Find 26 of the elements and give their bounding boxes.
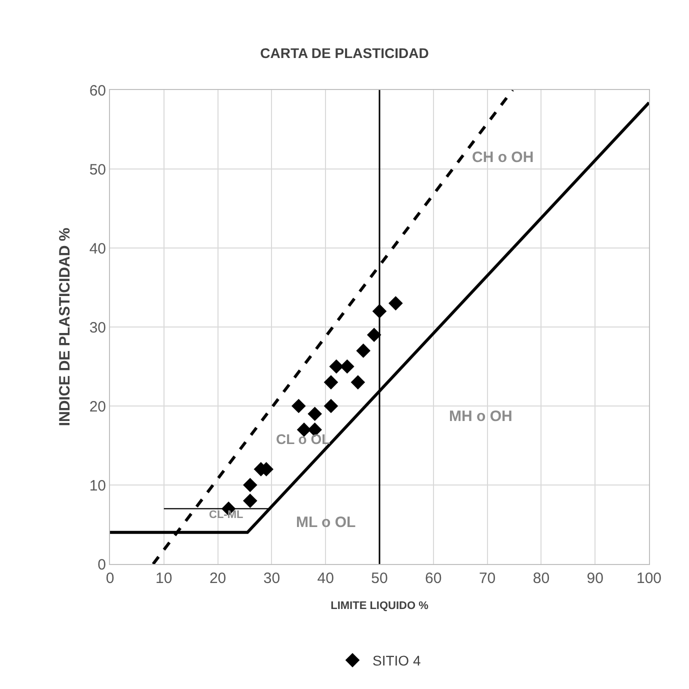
x-tick-label: 80 [532, 570, 550, 587]
x-tick-label: 50 [371, 570, 388, 587]
y-tick-label: 30 [89, 319, 106, 336]
x-tick-label: 70 [478, 570, 496, 587]
x-tick-label: 40 [317, 570, 334, 587]
y-tick-label: 20 [89, 398, 106, 416]
annotation: ML o OL [296, 514, 356, 531]
annotation: CL-ML [209, 509, 244, 521]
annotation: CH o OH [472, 149, 534, 166]
x-tick-label: 100 [636, 570, 662, 587]
annotation: MH o OH [449, 408, 512, 425]
y-tick-label: 50 [89, 161, 106, 178]
x-axis-title: LIMITE LIQUIDO % [330, 600, 429, 612]
legend-label: SITIO 4 [372, 652, 421, 669]
y-tick-label: 60 [89, 82, 106, 100]
x-tick-label: 60 [425, 570, 442, 587]
x-tick-label: 20 [209, 570, 226, 587]
y-axis-title: INDICE DE PLASTICIDAD % [56, 228, 74, 426]
y-tick-label: 10 [89, 477, 106, 494]
chart-title: CARTA DE PLASTICIDAD [260, 45, 429, 62]
annotation: CL o OL [276, 431, 331, 447]
x-tick-label: 10 [156, 570, 172, 587]
y-tick-label: 0 [98, 556, 106, 574]
x-tick-label: 30 [263, 570, 280, 587]
y-tick-label: 40 [89, 240, 106, 258]
x-tick-label: 90 [586, 570, 604, 587]
